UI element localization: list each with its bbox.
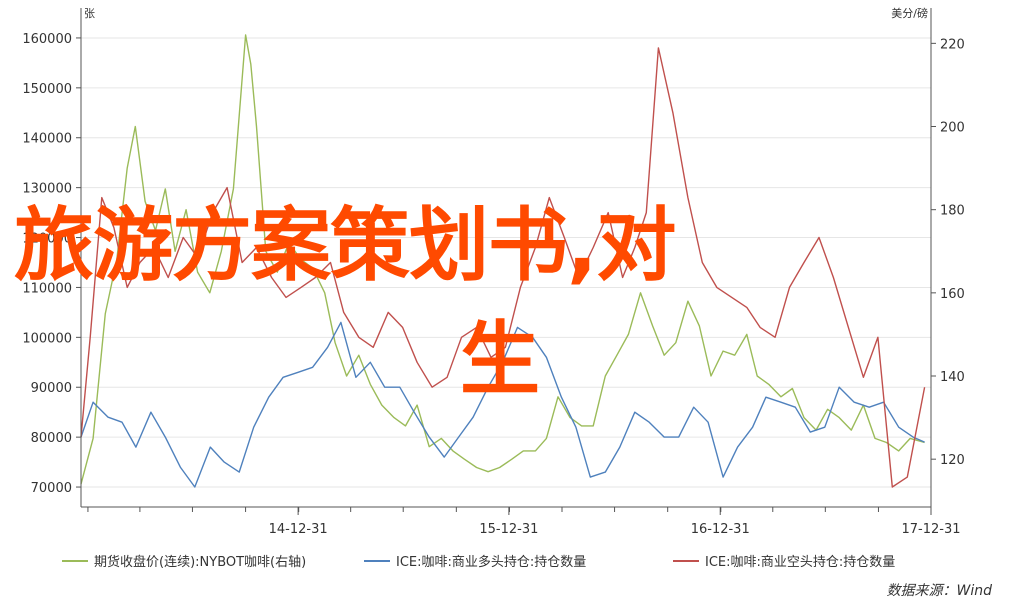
left-tick-label: 80000 xyxy=(31,431,72,446)
gridlines xyxy=(81,37,931,488)
x-tick-label: 16-12-31 xyxy=(691,522,750,537)
left-tick-label: 160000 xyxy=(22,32,72,47)
left-tick-label: 120000 xyxy=(22,232,72,247)
overlay-title-line1: 旅游方案策划书,对 xyxy=(14,199,676,292)
x-tick-label: 15-12-31 xyxy=(479,522,538,537)
right-axis-unit: 美分/磅 xyxy=(891,6,928,20)
overlay-title-line2: 生 xyxy=(460,313,540,406)
right-tick-label: 200 xyxy=(940,121,965,136)
series-layer xyxy=(80,34,926,488)
legend-label-2: ICE:咖啡:商业空头持仓:持仓数量 xyxy=(705,555,895,570)
x-axis-ticks: 14-12-31 15-12-31 16-12-31 17-12-31 xyxy=(87,507,961,537)
x-tick-label: 17-12-31 xyxy=(901,522,960,537)
left-tick-label: 70000 xyxy=(31,481,72,496)
right-tick-label: 180 xyxy=(940,204,965,219)
series-line-0 xyxy=(80,34,925,485)
x-tick-label: 14-12-31 xyxy=(269,522,328,537)
series-line-1 xyxy=(80,321,925,488)
legend-label-0: 期货收盘价(连续):NYBOT咖啡(右轴) xyxy=(94,554,306,570)
left-tick-label: 110000 xyxy=(22,281,72,296)
legend: 期货收盘价(连续):NYBOT咖啡(右轴) ICE:咖啡:商业多头持仓:持仓数量 I… xyxy=(62,554,895,570)
left-axis-ticks: 160000 150000 140000 130000 120000 110000 1000… xyxy=(22,32,81,496)
left-tick-label: 130000 xyxy=(22,182,72,197)
left-tick-label: 150000 xyxy=(22,82,72,97)
right-tick-label: 120 xyxy=(940,453,965,468)
right-axis-ticks: 220 200 180 160 140 120 xyxy=(931,37,965,468)
right-tick-label: 140 xyxy=(940,370,965,385)
data-source: 数据来源：Wind xyxy=(887,583,993,599)
axes xyxy=(80,8,932,508)
left-tick-label: 100000 xyxy=(22,331,72,346)
legend-label-1: ICE:咖啡:商业多头持仓:持仓数量 xyxy=(396,554,586,570)
left-tick-label: 140000 xyxy=(22,132,72,147)
left-axis-unit: 张 xyxy=(84,7,95,20)
left-tick-label: 90000 xyxy=(31,381,72,396)
series-line-2 xyxy=(80,47,926,488)
right-tick-label: 160 xyxy=(940,287,965,302)
right-tick-label: 220 xyxy=(940,37,965,52)
